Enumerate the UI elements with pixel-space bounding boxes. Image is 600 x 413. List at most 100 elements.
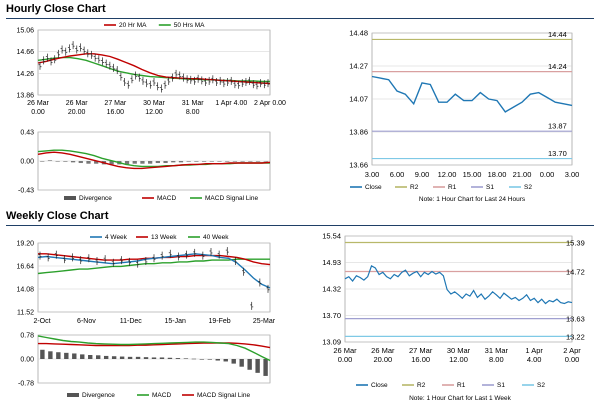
legend-label: R1: [457, 382, 466, 389]
weekly-price-x-tick: 25-Mar: [253, 318, 276, 325]
legend-label: 40 Week: [203, 234, 229, 241]
hourly-close-y-tick: 14.07: [349, 95, 368, 104]
weekly-close-x-tick: 2 Apr: [563, 346, 581, 355]
weekly-macd-divergence-bar: [207, 359, 212, 360]
weekly-macd-divergence-bar: [151, 357, 157, 359]
weekly-macd-divergence-bar: [255, 359, 260, 373]
weekly-macd-divergence-bar: [263, 359, 268, 376]
weekly-macd-divergence-bar: [88, 355, 93, 359]
weekly-close-x-tick: 26 Mar: [333, 346, 357, 355]
weekly-close-y-tick: 15.54: [322, 232, 341, 241]
weekly-close-line: [344, 265, 573, 305]
hourly-close-y-tick: 13.86: [349, 128, 368, 137]
hourly-macd-divergence-bar: [155, 161, 160, 164]
hourly-macd-divergence-bar: [163, 161, 168, 164]
hourly-price-y-tick: 13.86: [16, 93, 34, 100]
weekly-close-level-label: 13.63: [566, 315, 585, 324]
weekly-price-frame: [37, 242, 271, 313]
legend-label: MACD: [152, 392, 171, 399]
hourly-price-x-tick: 0.00: [31, 109, 45, 116]
weekly-macd-divergence-bar: [119, 356, 125, 359]
legend-label: 13 Week: [151, 234, 177, 241]
hourly-macd-divergence-bar: [124, 161, 130, 165]
hourly-price-y-tick: 14.66: [16, 49, 34, 56]
weekly-close-x-tick: 0.00: [338, 355, 353, 364]
hourly-price-x-tick: 8.00: [186, 109, 200, 116]
weekly-macd-signal-line: [38, 342, 271, 349]
legend-label: S2: [537, 382, 545, 389]
legend-label: 20 Hr MA: [119, 22, 147, 29]
weekly-section-title: Weekly Close Chart: [6, 210, 109, 222]
legend-label: R2: [417, 382, 426, 389]
weekly-price-x-tick: 11-Dec: [120, 318, 143, 325]
weekly-macd-divergence-bar: [127, 356, 133, 359]
hourly-macd-divergence-bar: [132, 161, 137, 164]
weekly-close-x-tick: 12.00: [449, 355, 468, 364]
weekly-price-y-tick: 19.20: [16, 241, 34, 248]
weekly-macd-divergence-bar: [223, 359, 228, 362]
weekly-close-x-tick: 16.00: [411, 355, 430, 364]
hourly-price-x-tick: 12.00: [145, 109, 163, 116]
hourly-macd-divergence-bar: [109, 161, 114, 165]
hourly-price-x-tick: 26 Mar: [66, 100, 88, 107]
hourly-macd-divergence-bar: [186, 161, 191, 162]
weekly-macd-divergence-bar: [40, 349, 45, 359]
weekly-price-x-tick: 2-Oct: [33, 318, 50, 325]
hourly-close-y-tick: 14.48: [349, 29, 368, 38]
hourly-price-x-tick: 31 Mar: [182, 100, 204, 107]
hourly-macd-line: [37, 151, 271, 170]
weekly-macd-divergence-bar: [159, 357, 165, 359]
hourly-macd-divergence-bar: [209, 161, 214, 162]
weekly-macd-divergence-bar: [135, 356, 141, 359]
legend-label: 50 Hrs MA: [174, 22, 205, 29]
weekly-close-note: Note: 1 Hour Chart for Last 1 Week: [409, 395, 512, 402]
hourly-price-x-tick: 2 Apr 0.00: [254, 100, 286, 107]
hourly-close-x-tick: 9.00: [415, 170, 430, 179]
legend-label: R1: [448, 184, 457, 191]
weekly-macd-divergence-bar: [80, 354, 85, 359]
hourly-close-x-tick: 21.00: [513, 170, 532, 179]
hourly-macd-signal-line: [37, 149, 270, 168]
hourly-close-level-label: 13.70: [548, 149, 567, 158]
weekly-macd-y-tick: -0.78: [18, 381, 34, 388]
hourly-price-x-tick: 30 Mar: [143, 100, 165, 107]
hourly-macd-y-tick: -0.43: [18, 188, 34, 195]
hourly-macd-divergence-bar: [78, 161, 83, 164]
weekly-macd-divergence-bar: [175, 358, 181, 359]
weekly-macd-divergence-bar: [191, 358, 197, 360]
legend-label: Close: [365, 184, 382, 191]
weekly-close-x-tick: 20.00: [373, 355, 392, 364]
hourly-macd-divergence-bar: [140, 161, 145, 164]
legend-label: MACD Signal Line: [205, 195, 258, 202]
hourly-macd-divergence-bar: [171, 161, 176, 163]
hourly-macd-divergence-bar: [240, 161, 245, 162]
hourly-macd-divergence-bar: [148, 161, 153, 164]
weekly-close-level-label: 15.39: [566, 238, 585, 247]
weekly-close-y-tick: 13.70: [322, 311, 341, 320]
legend-label: Divergence: [82, 392, 115, 399]
hourly-close-level-label: 14.44: [548, 30, 567, 39]
weekly-macd-y-tick: 0.00: [20, 357, 34, 364]
weekly-macd-divergence-bar: [231, 359, 236, 364]
hourly-price-x-tick: 20.00: [68, 109, 86, 116]
weekly-close-y-tick: 13.09: [322, 338, 341, 347]
hourly-close-y-tick: 13.66: [349, 161, 368, 170]
weekly-macd-divergence-bar: [247, 359, 252, 370]
weekly-price-x-tick: 6-Nov: [77, 318, 96, 325]
hourly-price-x-tick: 27 Mar: [104, 100, 126, 107]
hourly-price-y-tick: 14.26: [16, 71, 34, 78]
legend-label: MACD: [157, 195, 176, 202]
hourly-macd-divergence-bar: [263, 161, 268, 162]
weekly-price-y-tick: 14.08: [16, 287, 34, 294]
weekly-close-y-tick: 14.32: [322, 285, 341, 294]
legend-label: Close: [371, 382, 388, 389]
hourly-price-x-tick: 26 Mar: [27, 100, 49, 107]
hourly-price-y-tick: 15.06: [16, 28, 34, 35]
hourly-macd-divergence-bar: [63, 161, 68, 162]
hourly-macd-divergence-bar: [232, 161, 238, 162]
weekly-macd-line: [37, 335, 271, 362]
weekly-close-x-tick: 4.00: [527, 355, 542, 364]
weekly-close-x-tick: 31 Mar: [485, 346, 509, 355]
hourly-macd-divergence-bar: [217, 161, 222, 162]
